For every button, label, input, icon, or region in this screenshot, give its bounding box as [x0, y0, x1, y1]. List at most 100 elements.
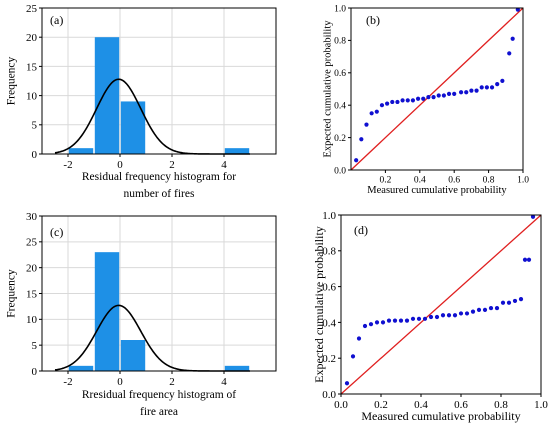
data-point	[510, 36, 515, 41]
data-point	[374, 109, 379, 114]
y-tick-label: 10	[26, 90, 38, 102]
plot-frame	[350, 7, 524, 171]
y-axis-title: Expected cumulative probability	[322, 20, 333, 158]
data-point	[380, 320, 386, 325]
x-tick-label: 1.0	[534, 399, 548, 411]
panel-c-histogram-fire-area: -2 0 2 4 0 5 10 15 20 25 30 (c) Rresidual frequency …	[6, 211, 277, 418]
plot-area	[42, 8, 276, 154]
data-point	[458, 90, 464, 95]
data-point	[379, 103, 385, 108]
data-point	[464, 90, 469, 95]
data-point	[458, 311, 464, 316]
data-point	[494, 305, 500, 311]
reference-line	[350, 7, 524, 171]
y-tick-label: 30	[26, 211, 38, 223]
y-axis-title: Frequency	[6, 269, 18, 318]
data-point	[482, 307, 488, 312]
y-tick-label: 5	[32, 120, 38, 132]
x-tick-label: 0.6	[454, 399, 468, 411]
histogram-bar	[68, 148, 94, 154]
y-tick-label: 10	[26, 314, 38, 326]
data-point	[530, 214, 536, 219]
data-point	[431, 95, 436, 100]
y-tick-label: 0.6	[334, 69, 346, 79]
data-point	[428, 314, 434, 320]
panel-label: (b)	[366, 13, 380, 27]
y-tick-label: 0.0	[322, 389, 336, 401]
x-axis-title-line: Rresidual frequency histogram of	[82, 389, 236, 401]
histogram-bar	[94, 252, 120, 371]
x-tick-label: 4	[221, 376, 227, 388]
y-axis-title: Frequency	[6, 56, 18, 105]
data-point	[488, 305, 494, 311]
data-point	[476, 307, 482, 312]
x-axis-title-line: Residual frequency histogram for	[82, 171, 236, 183]
data-point	[436, 93, 441, 98]
data-point	[390, 99, 395, 105]
data-point	[434, 314, 440, 320]
y-tick-label: 0.2	[322, 353, 336, 365]
x-axis-title-line: number of fires	[124, 188, 195, 200]
data-point	[500, 300, 506, 305]
data-point	[415, 96, 421, 101]
histogram-bar	[224, 148, 250, 154]
histogram-bar	[224, 365, 250, 371]
y-tick-label: 0	[32, 366, 38, 378]
y-tick-label: 0.4	[322, 317, 336, 329]
x-axis-title-line: Measured cumulative probability	[367, 185, 507, 196]
y-tick-label: 15	[26, 288, 38, 300]
x-tick-label: 0	[117, 159, 123, 171]
data-point	[474, 88, 479, 93]
data-point	[489, 85, 495, 90]
data-point	[410, 98, 416, 103]
reference-line	[340, 214, 542, 395]
histogram-bar	[94, 37, 120, 155]
y-tick-label: 0	[32, 149, 38, 161]
y-tick-label: 1.0	[334, 4, 346, 14]
x-tick-label: 0.2	[379, 176, 391, 186]
data-point	[405, 98, 410, 103]
data-point	[470, 309, 476, 314]
data-point	[374, 320, 380, 325]
x-axis-title: Measured cumulative probability	[367, 185, 507, 196]
histogram-bar	[68, 365, 94, 371]
x-tick-label: -2	[63, 376, 72, 388]
x-axis-title: Measured cumulative probability	[361, 409, 520, 423]
histogram-bar	[120, 340, 146, 371]
x-tick-label: 0.0	[334, 399, 348, 411]
data-point	[369, 111, 374, 116]
data-point	[506, 300, 512, 305]
panel-b-probability-plot-number-of-fires: 0.2 0.4 0.6 0.8 1.0 0.0 0.2 0.4 0.6 0.8 1.0 (b) Meas…	[322, 4, 529, 196]
data-point	[440, 313, 446, 318]
data-point	[446, 91, 452, 96]
data-point	[392, 318, 398, 323]
y-axis-title: Expected cumulative probability	[312, 226, 326, 383]
x-axis-title: Rresidual frequency histogram of fire are…	[82, 389, 236, 418]
y-tick-label: 20	[26, 263, 38, 275]
data-point	[404, 318, 410, 323]
data-point	[518, 297, 524, 302]
x-tick-label: 2	[169, 159, 175, 171]
y-tick-label: 0.8	[334, 37, 346, 47]
y-tick-label: 0.0	[334, 166, 346, 176]
data-point	[386, 318, 392, 323]
data-point	[398, 318, 404, 323]
data-point	[354, 158, 359, 163]
data-point	[410, 316, 416, 321]
data-point	[350, 354, 356, 359]
y-tick-label: 20	[26, 32, 38, 44]
x-tick-label: 4	[221, 159, 227, 171]
y-tick-label: 1.0	[322, 210, 336, 222]
data-point	[526, 257, 532, 262]
x-tick-label: 1.0	[517, 176, 529, 186]
data-point	[395, 99, 400, 105]
data-point	[426, 95, 431, 100]
data-point	[452, 91, 457, 96]
data-point	[512, 298, 518, 304]
data-point	[368, 322, 374, 327]
data-point	[515, 7, 520, 12]
x-tick-label: 0.4	[414, 176, 426, 186]
data-point	[522, 257, 528, 262]
panel-d-probability-plot-fire-area: 0.0 0.2 0.4 0.6 0.8 1.0 0.0 0.2 0.4 0.6 0.8 1.0 (d) M…	[312, 210, 549, 423]
